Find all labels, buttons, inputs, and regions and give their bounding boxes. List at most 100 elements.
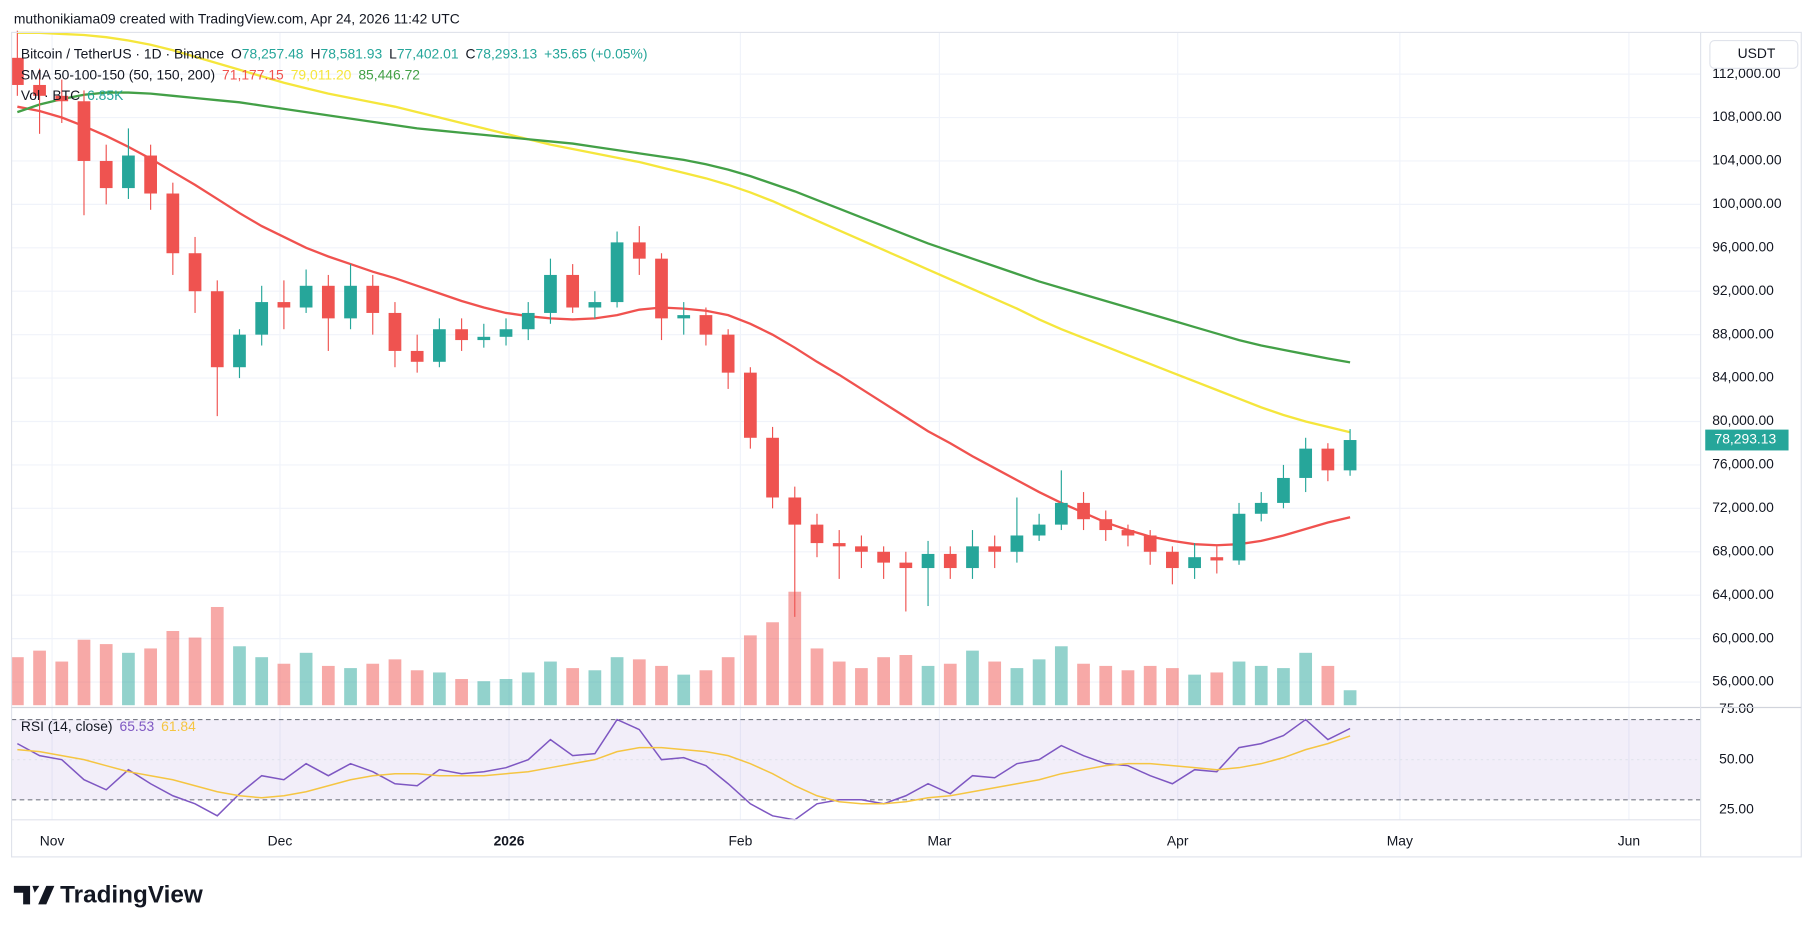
- candle-body: [477, 336, 491, 341]
- ohlc-key: H: [310, 45, 320, 61]
- legend-main: Bitcoin / TetherUS · 1D · Binance O78,257…: [21, 45, 648, 61]
- volume-bar: [1277, 668, 1290, 706]
- volume-bar: [521, 672, 535, 706]
- ohlc-value: 78,257.48: [242, 45, 304, 61]
- candle-body: [544, 274, 557, 313]
- x-tick-label: Apr: [1167, 833, 1189, 849]
- symbol: Bitcoin / TetherUS · 1D · Binance: [21, 45, 225, 61]
- currency-button[interactable]: [1709, 39, 1799, 69]
- volume-bar: [632, 659, 646, 706]
- volume-bar: [233, 646, 246, 706]
- candle-body: [632, 242, 646, 259]
- volume-bar: [899, 655, 913, 706]
- candle-body: [33, 84, 46, 96]
- volume-bar: [721, 657, 735, 706]
- candle-body: [277, 302, 291, 308]
- candle-body: [1188, 557, 1201, 569]
- volume-bar: [144, 648, 157, 706]
- candle-body: [1099, 519, 1113, 531]
- volume-name: Vol · BTC: [21, 87, 80, 103]
- sma-name: SMA 50-100-150 (50, 150, 200): [21, 66, 215, 82]
- candle-body: [255, 302, 269, 335]
- candle-body: [877, 551, 890, 563]
- volume-bar: [433, 672, 446, 706]
- brand: TradingView: [60, 882, 203, 909]
- candle-body: [1254, 502, 1268, 514]
- candle-body: [1321, 448, 1335, 471]
- sma-value: 85,446.72: [358, 66, 420, 82]
- candle-body: [1054, 502, 1068, 525]
- sma-line: [17, 31, 1351, 434]
- candle-body: [1210, 557, 1224, 561]
- y-tick-label: 64,000.00: [1712, 586, 1774, 602]
- candle-body: [77, 101, 91, 161]
- volume-bar: [255, 657, 269, 706]
- volume-bar: [743, 635, 757, 706]
- volume-bar: [166, 630, 180, 706]
- y-tick-label: 76,000.00: [1712, 456, 1774, 472]
- candle-body: [832, 543, 846, 547]
- candle-body: [966, 546, 979, 569]
- price-tag-label: 78,293.13: [1715, 431, 1777, 447]
- candle-body: [1277, 477, 1290, 503]
- candle-body: [433, 329, 446, 362]
- candle-body: [677, 315, 691, 319]
- legend-sma: SMA 50-100-150 (50, 150, 200) 71,177.15 79…: [21, 66, 420, 82]
- volume-bar: [77, 639, 91, 706]
- volume-bar: [1321, 665, 1335, 706]
- volume-bar: [855, 668, 868, 706]
- candle-body: [99, 160, 113, 189]
- volume-bar: [122, 652, 135, 706]
- candle-body: [899, 562, 913, 569]
- y-tick-label: 72,000.00: [1712, 499, 1774, 515]
- y-tick-label: 68,000.00: [1712, 542, 1774, 558]
- volume-bar: [210, 606, 224, 706]
- volume-bar: [832, 661, 846, 706]
- volume-bar: [810, 648, 824, 706]
- candle-body: [1343, 440, 1357, 471]
- rsi-pane: 25.00 50.00 75.00: [11, 700, 1754, 821]
- rsi-ma-value: 61.84: [161, 718, 196, 734]
- legend-volume: Vol · BTC 6.85K: [21, 87, 124, 103]
- ohlc-value: 78,581.93: [320, 45, 382, 61]
- volume-bar: [410, 670, 424, 706]
- volume-bar: [1121, 670, 1135, 706]
- candle-body: [10, 57, 24, 85]
- candle-body: [521, 312, 535, 330]
- logo-mark: [13, 885, 55, 905]
- volume-bar: [188, 637, 202, 706]
- volume-bar: [55, 661, 69, 706]
- volume-bar: [1299, 652, 1313, 706]
- x-tick-label: Dec: [268, 833, 293, 849]
- candle-body: [1299, 448, 1313, 478]
- volume-bar: [566, 668, 580, 706]
- candle-body: [766, 437, 779, 498]
- y-tick-label: 56,000.00: [1712, 673, 1774, 689]
- y-tick-label: 96,000.00: [1712, 238, 1774, 254]
- axes: 56,000.00 60,000.00 64,000.00 68,000.00 72,0…: [40, 65, 1789, 849]
- volume-bar: [1032, 659, 1046, 706]
- ohlc-key: C: [465, 45, 475, 61]
- y-tick-label: 88,000.00: [1712, 325, 1774, 341]
- candle-body: [188, 253, 202, 292]
- change: +35.65 (+0.05%): [544, 45, 647, 61]
- candle-body: [499, 329, 513, 337]
- volume-bar: [33, 650, 46, 706]
- currency[interactable]: USDT: [1738, 45, 1776, 61]
- ohlc-key: L: [389, 45, 397, 61]
- volume-bar: [299, 652, 313, 706]
- volume-bar: [388, 659, 402, 706]
- credit: muthonikiama09 created with TradingView.…: [14, 10, 460, 26]
- volume-bar: [1166, 668, 1179, 706]
- x-tick-label: Jun: [1618, 833, 1640, 849]
- chart-frame: [10, 31, 1802, 858]
- y-tick-label: 84,000.00: [1712, 369, 1774, 385]
- rsi-line: [17, 735, 1351, 805]
- volume-bar: [1210, 672, 1224, 706]
- volume-bar: [1099, 665, 1113, 706]
- candle-body: [921, 553, 935, 569]
- volume-bar: [455, 679, 468, 706]
- volume-bar: [966, 650, 979, 706]
- candle-body: [410, 350, 424, 362]
